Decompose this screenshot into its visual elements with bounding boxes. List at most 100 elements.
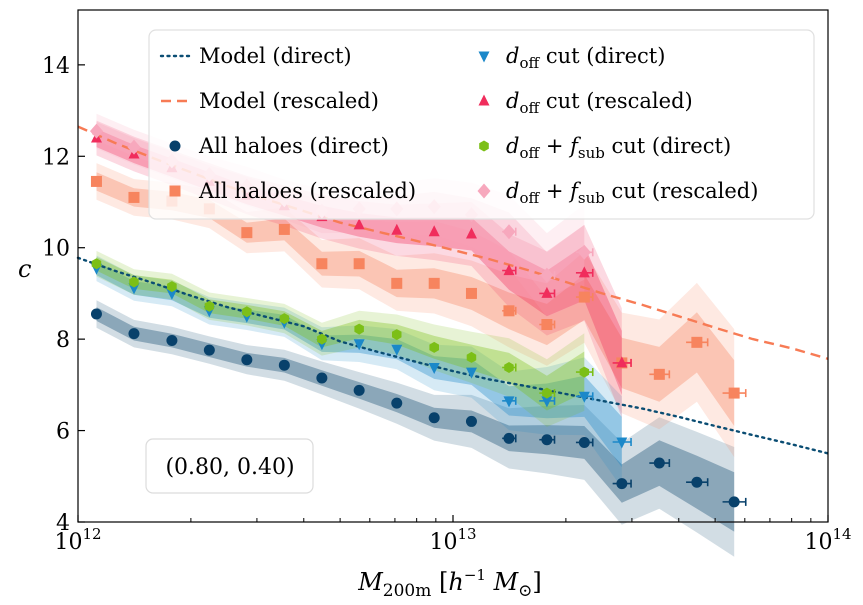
x-tick-label: 1014 bbox=[804, 525, 851, 555]
dofffsub_direct-point bbox=[542, 387, 552, 399]
model_direct-line bbox=[76, 256, 830, 455]
dofffsub_direct-legend-marker bbox=[479, 140, 489, 152]
all_direct-point bbox=[503, 432, 515, 444]
x-label-mass: M bbox=[486, 568, 520, 596]
all_rescaled-point bbox=[128, 191, 140, 203]
dofffsub_rescaled-point bbox=[502, 224, 516, 240]
all_rescaled-point bbox=[353, 258, 365, 270]
legend-label: Model (direct) bbox=[199, 44, 352, 68]
dofffsub_rescaled-point bbox=[127, 139, 141, 155]
dofffsub_direct-point bbox=[242, 306, 252, 318]
dofffsub_direct-point bbox=[354, 323, 364, 335]
dofffsub_direct-point bbox=[204, 300, 215, 312]
all_rescaled-outer-band bbox=[96, 163, 735, 458]
legend-label-rest: cut (rescaled) bbox=[539, 89, 693, 113]
all_rescaled-point bbox=[391, 277, 403, 289]
all_direct-point bbox=[203, 344, 215, 356]
y-tick-label: 8 bbox=[56, 328, 70, 353]
all_rescaled-point bbox=[241, 227, 253, 239]
all_rescaled-point bbox=[691, 336, 703, 348]
legend-label: doff cut (rescaled) bbox=[506, 89, 693, 117]
all_direct-point bbox=[353, 384, 365, 396]
dofffsub_direct-point bbox=[579, 366, 590, 378]
x-tick-base: 10 bbox=[804, 530, 832, 555]
legend-label-subscript: off bbox=[519, 144, 540, 162]
y-axis-label: c bbox=[18, 255, 31, 283]
all_rescaled-inner-band bbox=[96, 172, 735, 426]
dofffsub_direct-inner-band bbox=[96, 256, 585, 411]
dofffsub_rescaled-point bbox=[577, 244, 591, 260]
data-markers bbox=[90, 123, 747, 508]
legend-box bbox=[148, 29, 815, 220]
legend-label: Model (rescaled) bbox=[199, 89, 379, 113]
all_rescaled-point bbox=[428, 277, 440, 289]
doff_rescaled-point bbox=[503, 264, 515, 276]
legend-label-subscript: off bbox=[519, 54, 540, 72]
all_direct-point bbox=[653, 457, 665, 469]
doff_rescaled-point bbox=[353, 218, 365, 230]
dofffsub_direct-point bbox=[392, 329, 402, 341]
y-tick-label: 4 bbox=[56, 511, 70, 536]
legend-label-subscript: off bbox=[519, 189, 540, 207]
dofffsub_direct-outer-band bbox=[96, 250, 585, 427]
x-axis-label: M200m [h−1 M⊙] bbox=[357, 566, 542, 601]
legend-label-plus: + bbox=[539, 134, 570, 158]
dofffsub_direct-point bbox=[129, 276, 139, 288]
x-tick-exponent: 12 bbox=[82, 525, 101, 543]
legend-label-rest: cut (rescaled) bbox=[605, 179, 759, 203]
all_rescaled-point bbox=[278, 223, 290, 235]
doff_direct-inner-band bbox=[96, 261, 622, 468]
legend-label-subscript: sub bbox=[578, 189, 605, 207]
y-tick-label: 10 bbox=[42, 237, 70, 262]
all_direct-point bbox=[728, 496, 740, 508]
legend-label-plus: + bbox=[539, 179, 570, 203]
annotation-text: (0.80, 0.40) bbox=[165, 455, 294, 480]
doff_direct-point bbox=[466, 367, 477, 379]
doff_direct-point bbox=[503, 396, 515, 408]
all_direct-point bbox=[241, 354, 253, 366]
all_rescaled-point bbox=[541, 319, 553, 331]
all_direct-point bbox=[541, 434, 553, 446]
dofffsub_direct-point bbox=[504, 362, 514, 373]
x-label-exponent: −1 bbox=[464, 566, 486, 584]
all_rescaled-point bbox=[90, 175, 102, 187]
legend-label: doff + fsub cut (rescaled) bbox=[506, 179, 758, 207]
x-tick-exponent: 13 bbox=[457, 525, 476, 543]
x-tick-base: 10 bbox=[54, 530, 82, 555]
legend-label-symbol: f bbox=[568, 134, 581, 158]
all_rescaled-point bbox=[578, 291, 590, 303]
doff_rescaled-legend-marker bbox=[478, 94, 490, 106]
dofffsub_rescaled-point bbox=[90, 123, 103, 139]
x-label-symbol: M bbox=[357, 568, 384, 596]
legend-label-symbol: f bbox=[568, 179, 581, 203]
annotation-box bbox=[145, 438, 314, 494]
doff_rescaled-point bbox=[616, 356, 628, 368]
x-label-bracket-open: [ bbox=[431, 568, 448, 596]
x-tick-base: 10 bbox=[429, 530, 457, 555]
doff_direct-point bbox=[353, 339, 365, 351]
x-tick-label: 1012 bbox=[54, 525, 101, 555]
all_direct-outer-band bbox=[96, 300, 735, 557]
x-label-sun: ⊙ bbox=[518, 581, 532, 601]
doff_rescaled-point bbox=[578, 266, 590, 278]
doff_direct-point bbox=[166, 288, 178, 300]
all_direct-point bbox=[316, 372, 328, 384]
legend-label: All haloes (direct) bbox=[198, 134, 389, 158]
dofffsub_direct-point bbox=[429, 341, 439, 353]
y-tick-label: 14 bbox=[42, 54, 70, 79]
parameter-annotation: (0.80, 0.40) bbox=[145, 438, 314, 494]
legend-label-rest: cut (direct) bbox=[539, 44, 665, 68]
dofffsub_direct-point bbox=[317, 333, 327, 345]
all_direct-inner-band bbox=[96, 307, 735, 532]
legend: Model (direct) Model (rescaled) All haloes… bbox=[148, 29, 815, 220]
doff_rescaled-point bbox=[541, 286, 553, 298]
all_direct-point bbox=[691, 476, 703, 488]
all_rescaled-legend-marker bbox=[169, 185, 181, 197]
x-label-bracket-close: ] bbox=[532, 568, 541, 596]
dofffsub_direct-point bbox=[167, 281, 177, 293]
legend-label-symbol: d bbox=[506, 134, 519, 158]
all_rescaled-point bbox=[503, 305, 515, 317]
all_direct-point bbox=[391, 397, 403, 409]
doff_rescaled-point bbox=[466, 227, 477, 239]
